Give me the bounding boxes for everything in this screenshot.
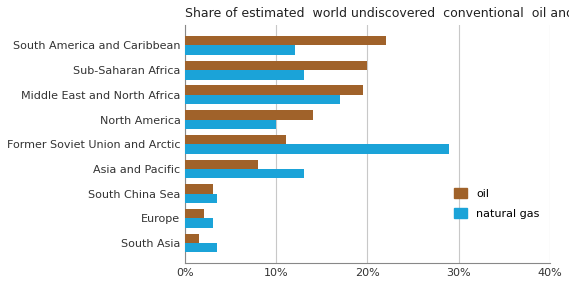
Bar [185,36,386,46]
Bar [185,95,340,104]
Bar [185,243,217,253]
Bar [185,144,450,154]
Bar [185,209,204,218]
Bar [185,119,277,129]
Bar [185,86,363,95]
Bar [185,218,213,228]
Bar [185,46,295,55]
Bar [185,70,304,80]
Bar [185,110,313,119]
Bar [185,184,213,194]
Legend: oil, natural gas: oil, natural gas [450,184,544,223]
Bar [185,194,217,203]
Bar [185,61,368,70]
Bar [185,169,304,178]
Bar [185,234,199,243]
Title: Share of estimated  world undiscovered  conventional  oil and gas resources (201: Share of estimated world undiscovered co… [185,7,569,20]
Bar [185,160,258,169]
Bar [185,135,286,144]
